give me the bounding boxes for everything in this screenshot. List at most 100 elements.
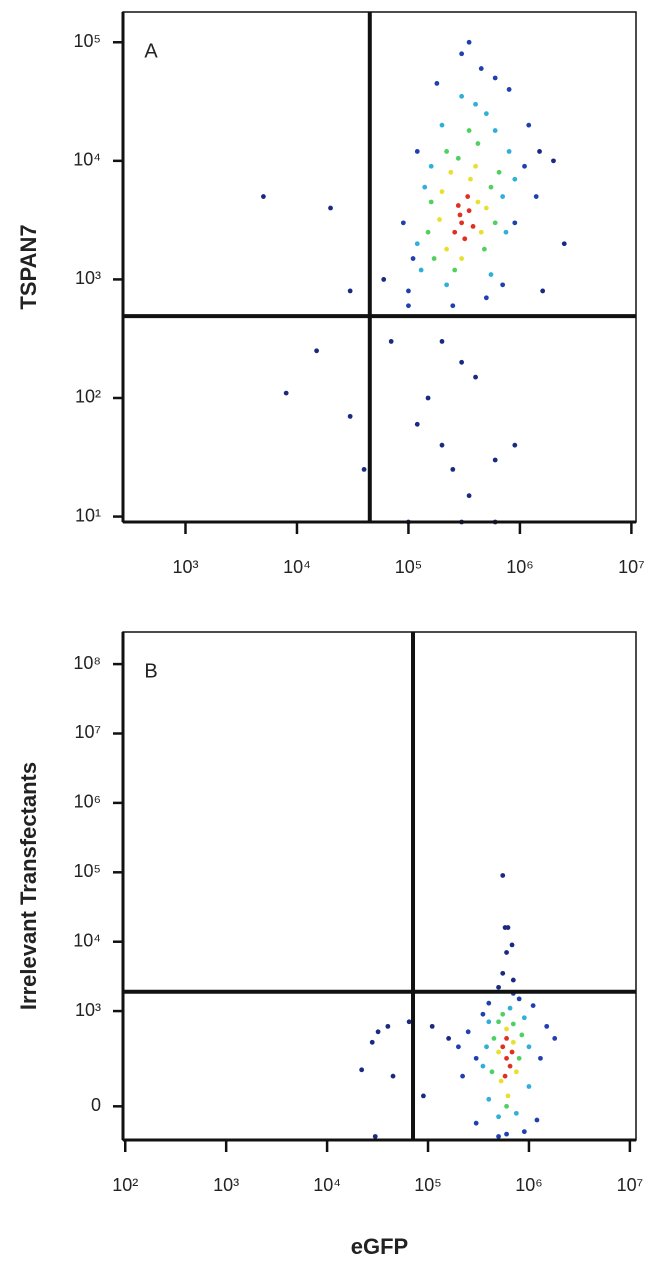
- data-point: [480, 1063, 486, 1069]
- x-tick-label: 10⁴: [313, 1175, 341, 1195]
- data-point: [512, 442, 518, 448]
- data-point: [504, 1055, 509, 1061]
- data-point: [506, 149, 512, 154]
- data-point: [462, 236, 468, 242]
- data-point: [521, 1129, 527, 1135]
- data-point: [538, 1055, 543, 1061]
- x-tick-label: 10⁵: [414, 1175, 441, 1195]
- data-point: [512, 176, 518, 182]
- data-point: [496, 984, 501, 990]
- data-point: [455, 155, 461, 161]
- data-point: [513, 1110, 519, 1116]
- data-point: [483, 205, 489, 211]
- data-point: [428, 163, 434, 169]
- data-point: [439, 189, 445, 195]
- data-point: [491, 1036, 497, 1041]
- data-point: [473, 1055, 479, 1061]
- data-point: [505, 1093, 511, 1099]
- data-point: [503, 229, 509, 235]
- data-point: [510, 977, 516, 983]
- x-tick-label: 10⁷: [618, 557, 645, 577]
- data-point: [486, 1019, 492, 1025]
- data-point: [459, 256, 465, 261]
- data-point: [475, 199, 481, 205]
- data-point: [425, 229, 431, 235]
- data-point: [496, 1114, 501, 1120]
- data-point: [510, 1039, 516, 1045]
- data-point: [496, 169, 502, 175]
- data-point: [390, 1073, 396, 1079]
- data-point: [444, 246, 450, 252]
- data-point: [512, 220, 518, 226]
- data-point: [504, 1103, 509, 1109]
- data-point: [488, 184, 494, 190]
- data-point: [504, 1036, 509, 1041]
- data-point: [455, 203, 461, 208]
- data-point: [500, 282, 506, 288]
- data-point: [465, 194, 471, 199]
- data-point: [516, 1055, 522, 1061]
- data-point: [450, 466, 456, 472]
- data-point: [513, 1069, 519, 1075]
- data-point: [498, 1078, 504, 1084]
- data-point: [466, 493, 472, 499]
- data-point: [500, 970, 506, 976]
- y-tick-label: 10⁶: [74, 792, 101, 812]
- data-point: [534, 1117, 540, 1123]
- data-point: [446, 1036, 452, 1041]
- data-point: [544, 1023, 550, 1029]
- data-point: [372, 1134, 378, 1139]
- data-point: [439, 339, 445, 344]
- data-point: [540, 288, 546, 294]
- data-point: [486, 1000, 492, 1006]
- data-point: [465, 1029, 471, 1035]
- data-point: [437, 217, 442, 222]
- data-point: [457, 212, 463, 218]
- y-tick-label: 10⁸: [73, 653, 101, 673]
- x-tick-label: 10⁷: [617, 1175, 644, 1195]
- data-point: [551, 158, 556, 164]
- data-point: [439, 442, 445, 448]
- plot-frame: [122, 11, 637, 523]
- data-point: [459, 359, 465, 365]
- data-point: [484, 1044, 489, 1050]
- data-point: [428, 199, 434, 205]
- data-point: [410, 256, 416, 261]
- data-point: [481, 246, 487, 252]
- y-tick-label: 10¹: [75, 505, 101, 525]
- data-point: [456, 1044, 461, 1050]
- data-point: [418, 267, 424, 273]
- x-tick-label: 10⁶: [515, 1175, 542, 1195]
- data-point: [439, 122, 445, 128]
- data-point: [507, 1005, 513, 1011]
- data-point: [473, 374, 478, 380]
- data-point: [385, 1023, 391, 1029]
- x-tick-label: 10⁶: [506, 557, 533, 577]
- x-tick-label: 10⁵: [395, 557, 422, 577]
- data-point: [459, 93, 465, 99]
- data-point: [533, 194, 539, 199]
- data-point: [473, 101, 478, 107]
- data-point: [466, 128, 472, 133]
- data-point: [261, 194, 266, 199]
- data-point: [414, 421, 420, 427]
- data-point: [434, 80, 440, 86]
- data-point: [400, 220, 406, 226]
- data-point: [328, 205, 333, 211]
- y-tick-label: 0: [91, 1095, 101, 1115]
- panel-label: A: [144, 40, 158, 62]
- data-point: [507, 1063, 513, 1069]
- data-point: [361, 466, 367, 472]
- data-point: [519, 1032, 525, 1038]
- data-point: [478, 229, 484, 235]
- data-point: [504, 1131, 509, 1137]
- data-point: [526, 1044, 532, 1050]
- data-point: [414, 149, 420, 154]
- data-point: [475, 141, 481, 146]
- data-point: [422, 184, 428, 190]
- data-point: [492, 457, 498, 463]
- data-point: [489, 1069, 495, 1075]
- data-point: [492, 220, 498, 226]
